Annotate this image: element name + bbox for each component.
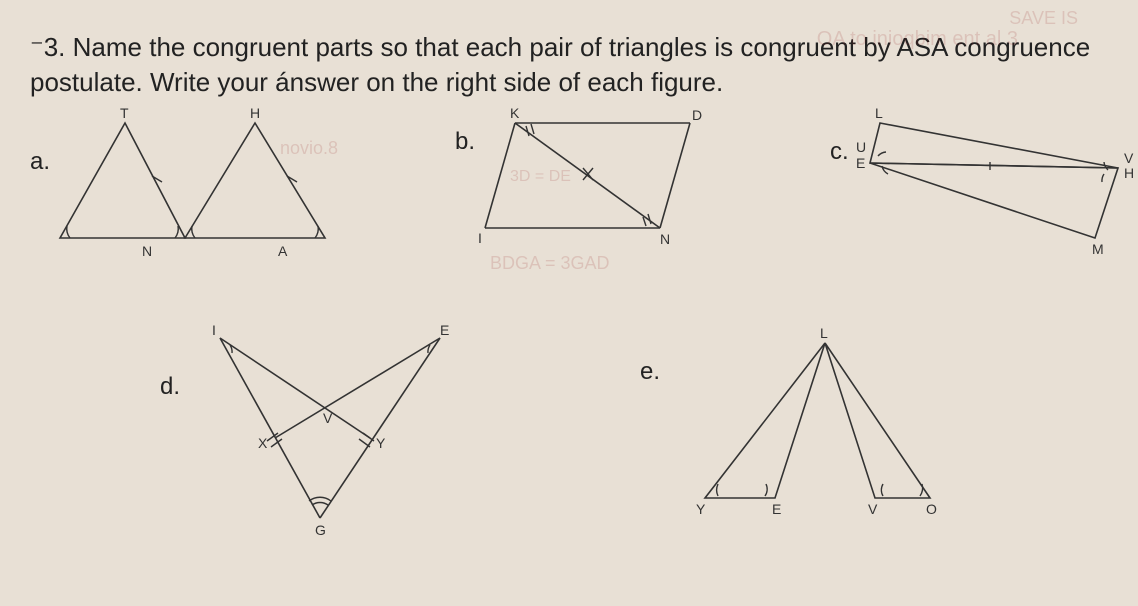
pt-N: N: [142, 243, 152, 259]
tick-d: [359, 439, 370, 447]
figures-area: a. T H N A novio.8 b.: [30, 108, 1108, 568]
figure-label-a: a.: [30, 148, 50, 176]
triangle-a-left: [60, 123, 185, 238]
arc-a: [67, 226, 70, 238]
arc-d-bot: [309, 497, 331, 501]
pt-X: X: [258, 435, 268, 451]
figure-label-e: e.: [640, 358, 660, 386]
line-EX: [275, 338, 440, 438]
line-IG: [220, 338, 320, 518]
triangle-e-left: [705, 343, 825, 498]
pt-E-d: E: [440, 322, 449, 338]
figure-label-d: d.: [160, 373, 180, 401]
problem-statement: ⁻3. Name the congruent parts so that eac…: [30, 30, 1108, 100]
pt-H: H: [1124, 165, 1134, 181]
figure-b: b. K D I N 3D = DE BDGA = 3GAD: [430, 108, 730, 293]
line-DN: [660, 123, 690, 228]
triangle-e-right: [825, 343, 930, 498]
pt-V-e: V: [868, 501, 878, 517]
pt-O: O: [926, 501, 937, 517]
pt-L-e: L: [820, 325, 828, 341]
pt-I-d: I: [212, 322, 216, 338]
problem-number: ⁻3.: [30, 32, 65, 62]
pt-V: V: [1124, 150, 1134, 166]
pt-E: E: [856, 155, 865, 171]
figure-d: d. V I E X Y G: [160, 323, 480, 558]
pt-A: A: [278, 243, 288, 259]
figure-e: e. L Y E V O: [600, 328, 990, 543]
pt-Y: Y: [376, 435, 386, 451]
pt-I: I: [478, 230, 482, 246]
arc-e: [881, 484, 883, 496]
pt-D: D: [692, 107, 702, 123]
arc-a: [192, 226, 195, 238]
pt-V: V: [323, 410, 333, 426]
arc-a: [315, 226, 318, 238]
triangle-c-top: [870, 123, 1118, 168]
pt-L: L: [875, 105, 883, 121]
line-IK: [485, 123, 515, 228]
pt-Y-e: Y: [696, 501, 706, 517]
triangle-a-right: [185, 123, 325, 238]
arc-d-bot: [312, 503, 328, 506]
arc-a: [175, 226, 178, 238]
line-IY: [220, 338, 370, 438]
pt-T: T: [120, 105, 129, 121]
arc-c: [1102, 174, 1104, 182]
ghost-text: SAVE IS: [1009, 8, 1078, 29]
figure-a: a. T H N A novio.8: [30, 108, 350, 273]
line-EG: [320, 338, 440, 518]
pt-H: H: [250, 105, 260, 121]
pt-U: U: [856, 139, 866, 155]
arc-c: [878, 152, 886, 156]
figure-c: c. L U E V H M: [790, 108, 1138, 283]
arc-d: [428, 345, 430, 353]
figure-label-b: b.: [455, 128, 475, 156]
pt-N: N: [660, 231, 670, 247]
arc-e: [717, 484, 718, 496]
tick-d: [363, 433, 374, 441]
figure-label-c: c.: [830, 138, 849, 166]
tick-b: [531, 124, 534, 134]
pt-K: K: [510, 105, 520, 121]
pt-M: M: [1092, 241, 1104, 257]
pt-E-e: E: [772, 501, 781, 517]
triangle-c-bottom: [870, 163, 1118, 238]
pt-G: G: [315, 522, 326, 538]
arc-e: [765, 484, 767, 496]
problem-text: Name the congruent parts so that each pa…: [30, 32, 1090, 97]
